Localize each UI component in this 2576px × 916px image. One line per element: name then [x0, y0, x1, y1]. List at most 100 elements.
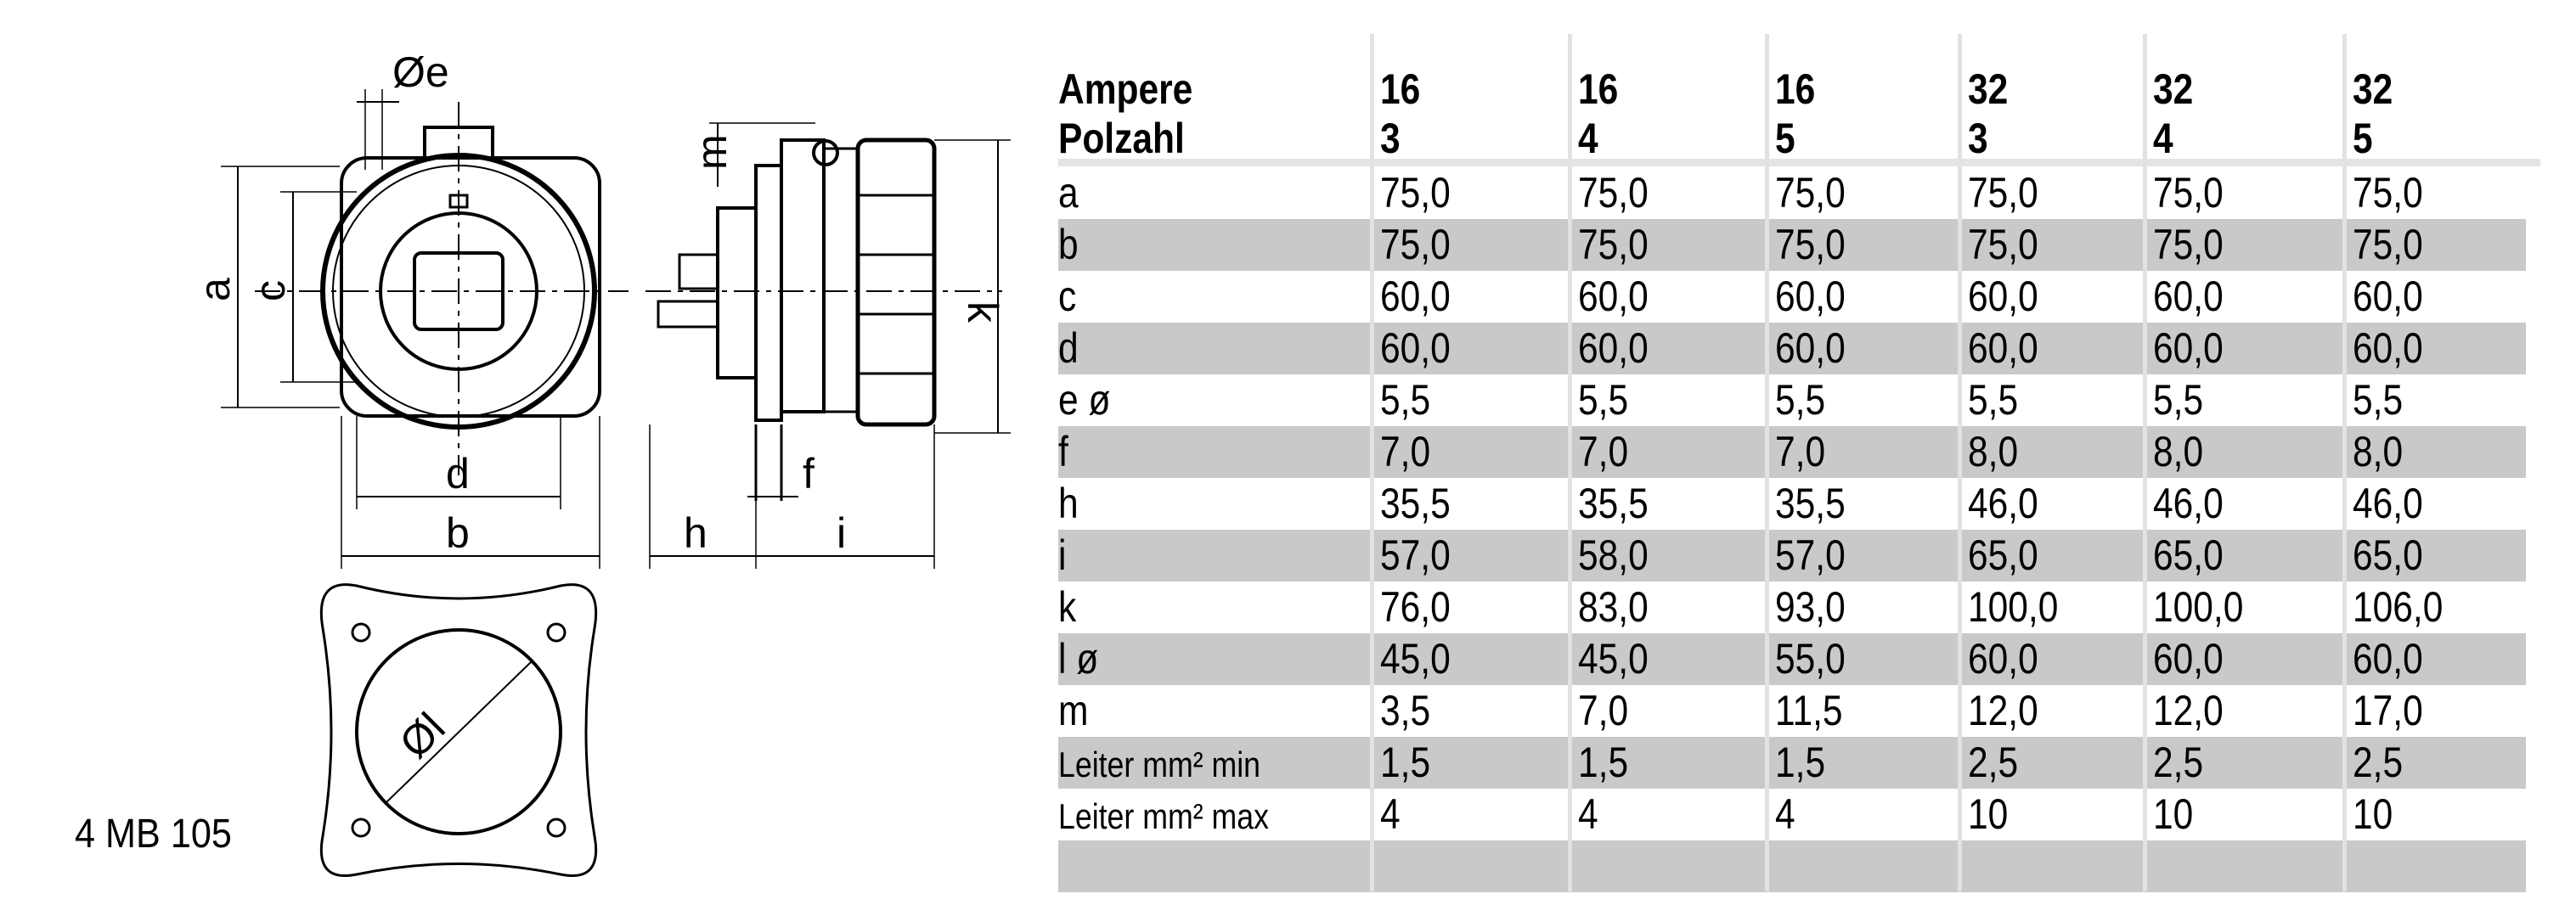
- table-cell: 45,0: [1380, 635, 1451, 683]
- table-row: k 76,0 83,0 93,0 100,0 100,0 106,0: [1058, 582, 2526, 633]
- table-cell: 75,0: [1578, 221, 1649, 268]
- model-number: 4 MB 105: [75, 812, 232, 857]
- header-label-ampere: Ampere: [1058, 65, 1193, 113]
- table-cell: 75,0: [2153, 169, 2224, 216]
- header-ampere: 32: [2153, 65, 2194, 113]
- table-cell: 60,0: [1578, 324, 1649, 372]
- table-cell: 76,0: [1380, 583, 1451, 631]
- table-cell: 100,0: [1968, 583, 2059, 631]
- table-cell: 7,0: [1578, 687, 1629, 734]
- table-cell: 106,0: [2353, 583, 2444, 631]
- table-row: l ø 45,0 45,0 55,0 60,0 60,0 60,0: [1058, 633, 2526, 685]
- row-label: c: [1058, 273, 1077, 320]
- table-cell: 5,5: [1578, 376, 1629, 424]
- table-cell: 55,0: [1775, 635, 1846, 683]
- table-cell: 8,0: [2353, 428, 2404, 475]
- table-row: b 75,0 75,0 75,0 75,0 75,0 75,0: [1058, 219, 2526, 271]
- table-cell: 35,5: [1380, 480, 1451, 527]
- label-f: f: [803, 450, 815, 497]
- header-ampere: 32: [2353, 65, 2393, 113]
- table-cell: 75,0: [1380, 169, 1451, 216]
- row-label: k: [1058, 583, 1077, 631]
- table-cell: 5,5: [2153, 376, 2204, 424]
- table-cell: 10: [2353, 790, 2393, 838]
- table-cell: 60,0: [2153, 635, 2224, 683]
- label-l: Øl: [391, 704, 454, 767]
- table-cell: 10: [1968, 790, 2009, 838]
- table-cell: 75,0: [1775, 221, 1846, 268]
- header-ampere: 32: [1968, 65, 2009, 113]
- table-row: f 7,0 7,0 7,0 8,0 8,0 8,0: [1058, 426, 2526, 478]
- column-divider: [1958, 34, 1962, 891]
- table-cell: 35,5: [1578, 480, 1649, 527]
- table-cell: 8,0: [1968, 428, 2019, 475]
- table-cell: 11,5: [1775, 687, 1843, 734]
- table-row: [1058, 840, 2526, 892]
- table-cell: 60,0: [2353, 635, 2423, 683]
- row-label: f: [1058, 428, 1068, 475]
- table-cell: 8,0: [2153, 428, 2204, 475]
- label-i: i: [837, 509, 846, 557]
- table-cell: 2,5: [1968, 739, 2019, 786]
- table-row: d 60,0 60,0 60,0 60,0 60,0 60,0: [1058, 323, 2526, 374]
- header-polzahl: 5: [2353, 115, 2373, 162]
- row-label: d: [1058, 324, 1079, 372]
- column-divider: [1370, 34, 1374, 891]
- table-cell: 12,0: [2153, 687, 2224, 734]
- table-cell: 75,0: [1578, 169, 1649, 216]
- label-b: b: [446, 509, 470, 557]
- row-label: a: [1058, 169, 1079, 216]
- table-cell: 60,0: [2353, 324, 2423, 372]
- label-k: k: [959, 301, 1006, 323]
- label-c: c: [246, 280, 294, 301]
- flange-view: [319, 583, 598, 877]
- table-cell: 60,0: [1775, 324, 1846, 372]
- row-label: Leiter mm² max: [1058, 796, 1269, 836]
- front-view: [221, 89, 628, 569]
- column-divider: [1568, 34, 1572, 891]
- table-row: a 75,0 75,0 75,0 75,0 75,0 75,0: [1058, 167, 2526, 219]
- row-label: e ø: [1058, 376, 1111, 424]
- table-cell: 1,5: [1380, 739, 1431, 786]
- table-cell: 60,0: [2153, 324, 2224, 372]
- header-ampere: 16: [1380, 65, 1421, 113]
- table-cell: 5,5: [2353, 376, 2404, 424]
- table-cell: 46,0: [2353, 480, 2423, 527]
- table-cell: 10: [2153, 790, 2194, 838]
- header-label-polzahl: Polzahl: [1058, 115, 1185, 162]
- table-cell: 100,0: [2153, 583, 2244, 631]
- table-cell: 65,0: [2153, 531, 2224, 579]
- table-cell: 75,0: [1968, 221, 2038, 268]
- header-polzahl: 5: [1775, 115, 1795, 162]
- table-row: h 35,5 35,5 35,5 46,0 46,0 46,0: [1058, 478, 2526, 530]
- table-cell: 4: [1578, 790, 1598, 838]
- table-cell: 35,5: [1775, 480, 1846, 527]
- header-polzahl: 3: [1968, 115, 1988, 162]
- table-cell: 60,0: [1968, 324, 2038, 372]
- table-cell: 60,0: [1775, 273, 1846, 320]
- table-cell: 12,0: [1968, 687, 2038, 734]
- header-polzahl: 4: [2153, 115, 2173, 162]
- row-label: l ø: [1058, 635, 1099, 683]
- table-cell: 45,0: [1578, 635, 1649, 683]
- table-cell: 5,5: [1380, 376, 1431, 424]
- technical-drawing: Øe a c d b m k f h i Øl: [191, 48, 1011, 877]
- side-view: [645, 122, 1011, 569]
- table-row: Leiter mm² max 4 4 4 10 10 10: [1058, 789, 2526, 840]
- table-row: c 60,0 60,0 60,0 60,0 60,0 60,0: [1058, 271, 2526, 323]
- table-cell: 60,0: [2353, 273, 2423, 320]
- table-cell: 58,0: [1578, 531, 1649, 579]
- table-row: m 3,5 7,0 11,5 12,0 12,0 17,0: [1058, 685, 2526, 737]
- table-cell: 65,0: [2353, 531, 2423, 579]
- label-e: Øe: [392, 48, 449, 96]
- row-label: Leiter mm² min: [1058, 745, 1261, 784]
- row-label: m: [1058, 687, 1089, 734]
- table-cell: 75,0: [1968, 169, 2038, 216]
- table-cell: 75,0: [1775, 169, 1846, 216]
- column-divider: [2143, 34, 2147, 891]
- label-h: h: [684, 509, 707, 557]
- header-separator: [1058, 159, 2540, 166]
- row-label: b: [1058, 221, 1079, 268]
- table-row: i 57,0 58,0 57,0 65,0 65,0 65,0: [1058, 530, 2526, 582]
- table-cell: 57,0: [1380, 531, 1451, 579]
